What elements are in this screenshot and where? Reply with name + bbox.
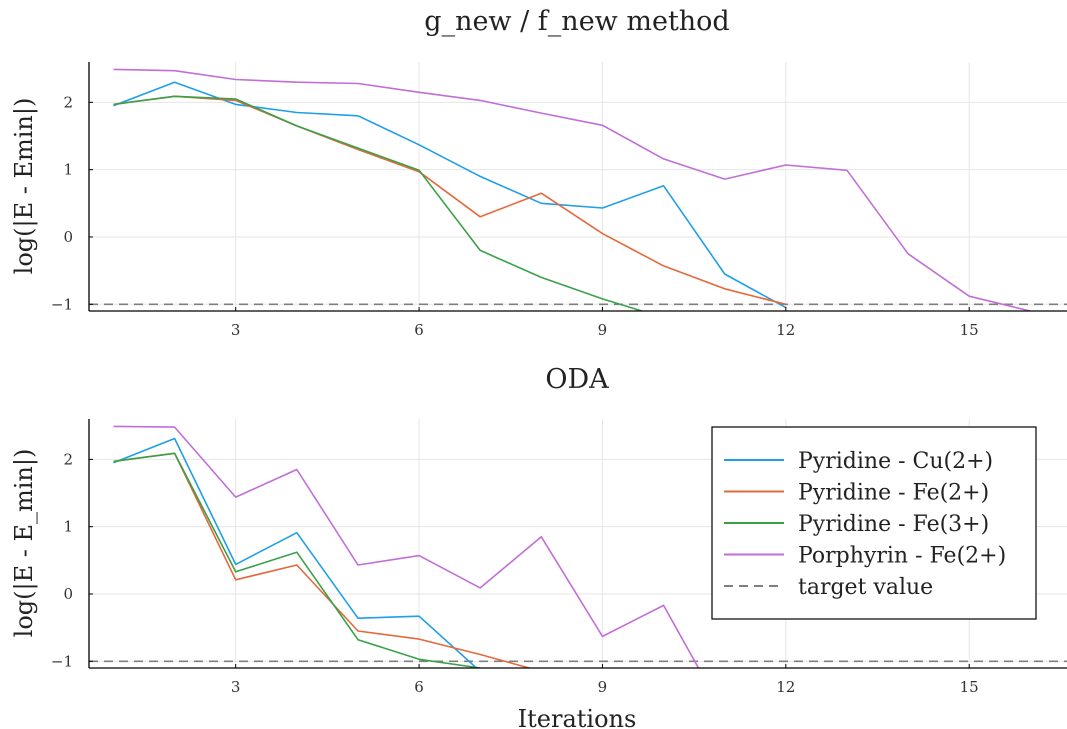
x-tick-label: 12 <box>776 321 795 339</box>
y-axis-label: log(|E - Emin|) <box>10 98 39 275</box>
y-tick-label: 1 <box>63 161 73 179</box>
series-line-pyridine-fe-3 <box>113 95 645 311</box>
legend-label-pyridine-cu-2: Pyridine - Cu(2+) <box>798 449 993 474</box>
series-group <box>113 68 1031 311</box>
series-group <box>113 425 700 668</box>
y-tick-label: 2 <box>63 93 73 111</box>
series-line-pyridine-fe-2 <box>113 95 786 306</box>
legend-label-pyridine-fe-3: Pyridine - Fe(3+) <box>798 512 989 537</box>
x-tick-label: 15 <box>960 321 979 339</box>
legend-label-pyridine-fe-2: Pyridine - Fe(2+) <box>798 481 989 506</box>
panel-g-new-method: g_new / f_new method log(|E - Emin|) 3 6 9… <box>10 6 1067 339</box>
x-tick-label: 9 <box>598 678 608 696</box>
axes <box>88 419 1067 669</box>
y-axis-label: log(|E - E_min|) <box>10 449 39 638</box>
x-tick-label: 3 <box>231 678 241 696</box>
x-axis-label: Iterations <box>518 705 637 729</box>
legend-label-porphyrin-fe-2: Porphyrin - Fe(2+) <box>798 544 1006 569</box>
x-tick-label: 3 <box>231 321 241 339</box>
x-tick-label: 6 <box>414 678 424 696</box>
series-line-pyridine-fe-3 <box>113 452 481 668</box>
chart-title: g_new / f_new method <box>424 6 729 37</box>
y-tick-label: 2 <box>63 450 73 468</box>
chart-title: ODA <box>545 364 609 395</box>
y-tick-label: 0 <box>63 228 73 246</box>
legend: Pyridine - Cu(2+) Pyridine - Fe(2+) Pyridi… <box>711 426 1037 620</box>
axes <box>88 62 1067 312</box>
y-tick-label: −1 <box>51 295 73 313</box>
x-tick-label: 15 <box>960 678 979 696</box>
series-line-porphyrin-fe-2 <box>113 68 1031 311</box>
series-line-pyridine-fe-2 <box>113 452 533 668</box>
series-line-porphyrin-fe-2 <box>113 425 700 668</box>
series-line-pyridine-cu-2 <box>113 437 478 668</box>
y-tick-label: −1 <box>51 652 73 670</box>
y-tick-label: 0 <box>63 585 73 603</box>
x-tick-label: 9 <box>598 321 608 339</box>
y-tick-label: 1 <box>63 518 73 536</box>
series-line-pyridine-cu-2 <box>113 81 787 309</box>
legend-label-target-value: target value <box>798 575 933 600</box>
x-tick-label: 6 <box>414 321 424 339</box>
x-tick-label: 12 <box>776 678 795 696</box>
panel-oda: ODA log(|E - E_min|) Iterations 3 6 9 12 15−… <box>10 364 1067 729</box>
